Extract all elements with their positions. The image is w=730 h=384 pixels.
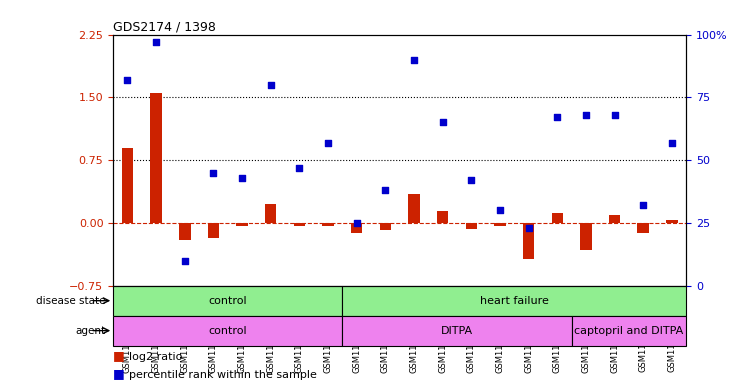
Text: log2 ratio: log2 ratio xyxy=(129,352,182,362)
Point xyxy=(380,187,391,193)
Bar xyxy=(293,223,305,226)
Point xyxy=(237,175,248,181)
Bar xyxy=(113,316,342,346)
Bar xyxy=(408,194,420,223)
Point xyxy=(609,112,620,118)
Text: percentile rank within the sample: percentile rank within the sample xyxy=(129,370,317,380)
Point xyxy=(437,119,448,126)
Bar xyxy=(580,223,591,250)
Text: captopril and DITPA: captopril and DITPA xyxy=(575,326,683,336)
Point xyxy=(293,165,305,171)
Bar xyxy=(342,316,572,346)
Bar xyxy=(113,286,342,316)
Bar xyxy=(666,220,677,223)
Bar xyxy=(323,223,334,226)
Point xyxy=(523,225,534,231)
Point xyxy=(150,39,162,45)
Point xyxy=(179,258,191,264)
Bar xyxy=(523,223,534,259)
Bar xyxy=(237,223,247,226)
Bar xyxy=(552,213,563,223)
Point xyxy=(322,139,334,146)
Point xyxy=(408,56,420,63)
Bar xyxy=(494,223,506,226)
Point xyxy=(666,139,677,146)
Point xyxy=(466,177,477,183)
Bar xyxy=(609,215,620,223)
Bar xyxy=(572,316,686,346)
Point xyxy=(265,82,277,88)
Bar xyxy=(351,223,362,233)
Bar xyxy=(208,223,219,238)
Point xyxy=(207,170,219,176)
Point xyxy=(551,114,563,121)
Point xyxy=(351,220,363,226)
Text: DITPA: DITPA xyxy=(441,326,473,336)
Bar xyxy=(265,205,277,223)
Text: ■: ■ xyxy=(113,349,125,362)
Text: control: control xyxy=(209,326,247,336)
Text: GDS2174 / 1398: GDS2174 / 1398 xyxy=(113,20,216,33)
Bar xyxy=(380,223,391,230)
Bar xyxy=(179,223,191,240)
Point xyxy=(637,202,649,209)
Point xyxy=(580,112,592,118)
Bar xyxy=(342,286,686,316)
Text: ■: ■ xyxy=(113,367,125,380)
Bar xyxy=(150,93,162,223)
Point xyxy=(494,207,506,214)
Text: agent: agent xyxy=(76,326,106,336)
Bar xyxy=(637,223,649,233)
Point xyxy=(122,77,134,83)
Text: disease state: disease state xyxy=(36,296,106,306)
Text: control: control xyxy=(209,296,247,306)
Text: heart failure: heart failure xyxy=(480,296,549,306)
Bar xyxy=(466,223,477,229)
Bar xyxy=(437,211,448,223)
Bar xyxy=(122,147,133,223)
